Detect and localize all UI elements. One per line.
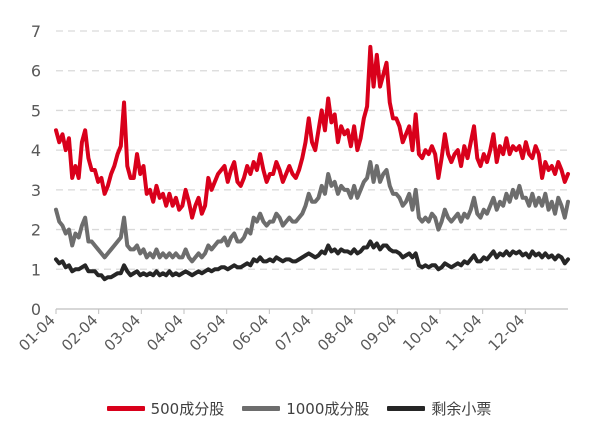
x-tick-label: 06-04 — [229, 311, 273, 355]
y-tick-label: 0 — [31, 300, 41, 319]
legend-item-500: 500成分股 — [106, 398, 225, 419]
x-tick-label: 11-04 — [442, 311, 486, 355]
x-tick-label: 03-04 — [101, 311, 145, 355]
x-tick-label: 08-04 — [314, 311, 358, 355]
series-line-2 — [54, 239, 570, 282]
x-tick-label: 02-04 — [58, 311, 102, 355]
series-line-0 — [54, 44, 570, 220]
y-tick-label: 6 — [31, 62, 41, 81]
legend-swatch-1000 — [242, 406, 281, 411]
x-axis: 01-04 02-04 03-04 04-04 05-04 06-04 07-04 08-04… — [15, 308, 568, 355]
grid-lines — [56, 30, 568, 270]
y-tick-label: 4 — [31, 141, 41, 160]
x-tick-label: 04-04 — [143, 311, 187, 355]
series-line-1 — [54, 160, 570, 264]
y-axis-ticks: 0 1 2 3 4 5 6 7 — [31, 22, 41, 319]
legend-swatch-small-caps — [387, 406, 426, 411]
x-tick-label: 12-04 — [485, 311, 529, 355]
legend-label-500: 500成分股 — [150, 400, 225, 418]
legend-item-1000: 1000成分股 — [242, 398, 369, 419]
y-tick-label: 3 — [31, 181, 41, 200]
x-tick-label: 10-04 — [399, 311, 443, 355]
x-tick-label: 09-04 — [357, 311, 401, 355]
legend-item-small-caps: 剩余小票 — [387, 398, 491, 419]
y-tick-label: 7 — [31, 22, 41, 41]
legend-label-1000: 1000成分股 — [286, 400, 370, 418]
legend-swatch-500 — [106, 406, 145, 411]
legend-label-small-caps: 剩余小票 — [431, 400, 492, 418]
y-tick-label: 2 — [31, 221, 41, 240]
y-tick-label: 5 — [31, 101, 41, 120]
legend: 500成分股 1000成分股 剩余小票 — [0, 398, 598, 419]
x-tick-label: 07-04 — [271, 311, 315, 355]
y-tick-label: 1 — [31, 260, 41, 279]
series-lines — [54, 44, 570, 282]
x-tick-label: 05-04 — [186, 311, 230, 355]
